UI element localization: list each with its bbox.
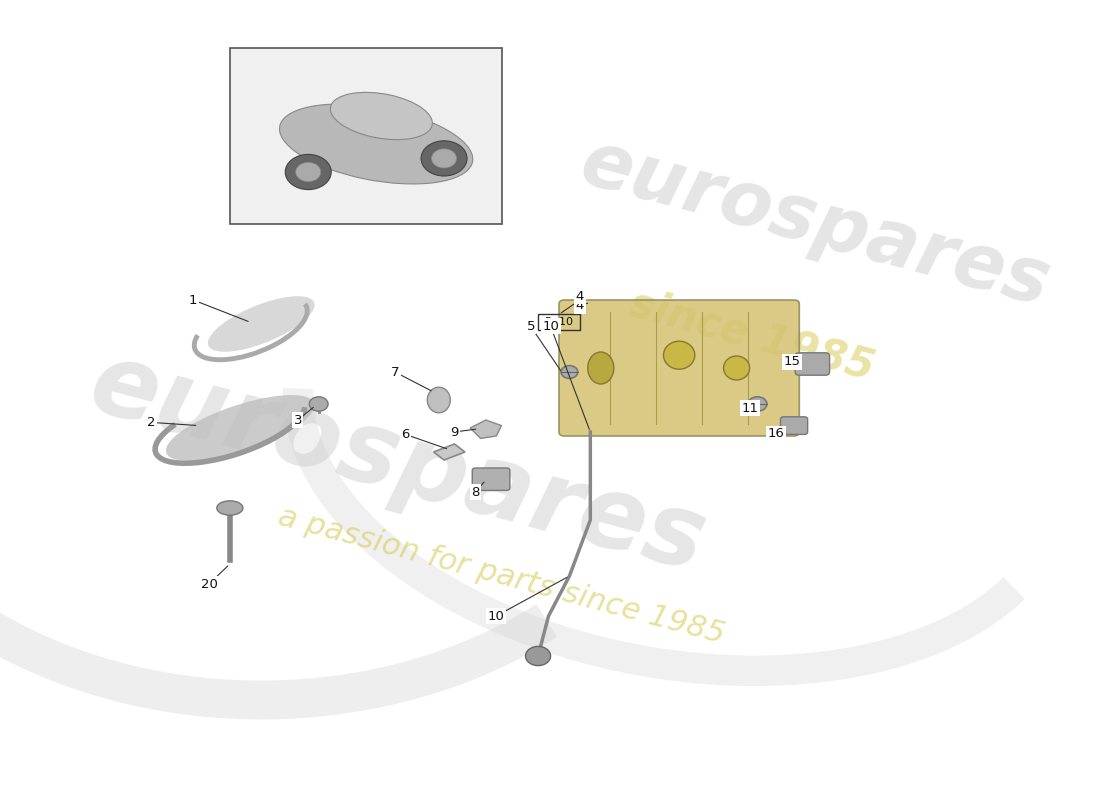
Polygon shape <box>433 444 465 460</box>
Text: 8: 8 <box>471 486 480 498</box>
Text: 5: 5 <box>527 320 535 333</box>
FancyBboxPatch shape <box>472 468 510 490</box>
Text: a passion for parts since 1985: a passion for parts since 1985 <box>275 502 728 650</box>
Text: 10: 10 <box>488 610 505 622</box>
Bar <box>230 48 502 224</box>
Text: 9: 9 <box>450 426 459 438</box>
Ellipse shape <box>587 352 614 384</box>
Circle shape <box>748 397 767 411</box>
Ellipse shape <box>724 356 750 380</box>
Text: eurospares: eurospares <box>572 126 1058 322</box>
Circle shape <box>561 366 578 378</box>
Ellipse shape <box>279 104 473 184</box>
Circle shape <box>285 154 331 190</box>
Ellipse shape <box>427 387 450 413</box>
Text: 4: 4 <box>575 299 584 312</box>
Text: 5  10: 5 10 <box>544 317 573 327</box>
Text: 1: 1 <box>189 294 198 306</box>
Circle shape <box>526 646 551 666</box>
Text: 15: 15 <box>783 355 801 368</box>
Text: 2: 2 <box>147 416 156 429</box>
FancyBboxPatch shape <box>795 353 829 375</box>
Ellipse shape <box>217 501 243 515</box>
Bar <box>538 314 580 330</box>
Circle shape <box>431 149 456 168</box>
Text: eurospares: eurospares <box>79 335 715 593</box>
Circle shape <box>309 397 328 411</box>
Polygon shape <box>470 420 502 438</box>
Ellipse shape <box>663 341 695 369</box>
Ellipse shape <box>330 92 432 140</box>
Text: 7: 7 <box>390 366 399 378</box>
Text: 11: 11 <box>741 402 759 414</box>
Text: 16: 16 <box>768 427 784 440</box>
Text: 10: 10 <box>542 320 559 333</box>
Circle shape <box>421 141 468 176</box>
FancyBboxPatch shape <box>781 417 807 434</box>
Text: 4: 4 <box>575 290 584 302</box>
Text: 3: 3 <box>294 414 302 426</box>
FancyBboxPatch shape <box>559 300 800 436</box>
Ellipse shape <box>166 395 315 461</box>
Text: 20: 20 <box>200 578 218 590</box>
Text: since 1985: since 1985 <box>625 283 879 389</box>
Circle shape <box>296 162 321 182</box>
Text: 6: 6 <box>402 428 409 441</box>
Ellipse shape <box>208 296 315 352</box>
